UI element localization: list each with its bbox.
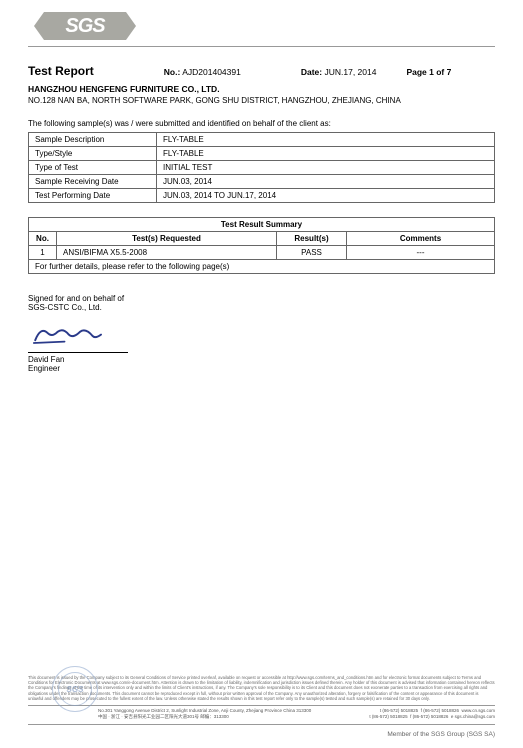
footer-fax: f (86-572) 5018826 (421, 708, 459, 713)
result-summary-table: Test Result Summary No. Test(s) Requeste… (28, 217, 495, 274)
col-no: No. (29, 232, 57, 246)
no-label: No.: (164, 67, 181, 77)
sgs-stamp-icon: SGS (52, 666, 98, 712)
sign-line1: Signed for and on behalf of (28, 294, 495, 303)
info-value: JUN.03, 2014 (157, 175, 495, 189)
signer-title: Engineer (28, 364, 495, 373)
table-row: Sample Receiving DateJUN.03, 2014 (29, 175, 495, 189)
footer-addr-en: No.301 Yanggong Avenue District 2, Sunli… (98, 708, 311, 713)
date-value: JUN.17, 2014 (324, 67, 376, 77)
summary-title: Test Result Summary (29, 218, 495, 232)
company-address: NO.128 NAN BA, NORTH SOFTWARE PARK, GONG… (28, 96, 495, 105)
footer-fax2: f (86-572) 5018826 (410, 714, 448, 719)
table-row: Sample DescriptionFLY-TABLE (29, 133, 495, 147)
result-footer: For further details, please refer to the… (29, 260, 495, 274)
logo-row: SGS (28, 12, 495, 40)
signer-name: David Fan (28, 355, 495, 364)
signature-block: Signed for and on behalf of SGS-CSTC Co.… (28, 294, 495, 373)
info-value: FLY-TABLE (157, 147, 495, 161)
table-row: 1 ANSI/BIFMA X5.5-2008 PASS --- (29, 246, 495, 260)
date-label: Date: (301, 67, 322, 77)
page-indicator: Page 1 of 7 (406, 67, 451, 77)
company-name: HANGZHOU HENGFENG FURNITURE CO., LTD. (28, 84, 495, 94)
footer-addr-cn: 中国 · 浙江 · 安吉县阳光工业园二区阳光大道301号 邮编：313300 (98, 714, 229, 720)
sgs-logo: SGS (44, 12, 126, 40)
table-row: Type of TestINITIAL TEST (29, 161, 495, 175)
signature-underline (28, 352, 128, 353)
table-row: Type/StyleFLY-TABLE (29, 147, 495, 161)
signature-icon (28, 322, 118, 350)
cell-test: ANSI/BIFMA X5.5-2008 (57, 246, 277, 260)
info-label: Type of Test (29, 161, 157, 175)
sign-line2: SGS-CSTC Co., Ltd. (28, 303, 495, 312)
footer-web: www.cn.sgs.com (461, 708, 495, 713)
col-test: Test(s) Requested (57, 232, 277, 246)
footer-tel: t (86-572) 5018825 (380, 708, 418, 713)
sample-info-table: Sample DescriptionFLY-TABLE Type/StyleFL… (28, 132, 495, 203)
sgs-logo-text: SGS (65, 15, 104, 38)
info-label: Sample Description (29, 133, 157, 147)
footer-address-row-cn: 中国 · 浙江 · 安吉县阳光工业园二区阳光大道301号 邮编：313300 t… (28, 714, 495, 720)
report-header: Test Report No.: AJD201404391 Date: JUN.… (28, 64, 495, 78)
cell-result: PASS (277, 246, 347, 260)
cell-no: 1 (29, 246, 57, 260)
page-footer: This document is issued by the Company s… (28, 675, 495, 738)
table-row: Test Performing DateJUN.03, 2014 TO JUN.… (29, 189, 495, 203)
disclaimer-text: This document is issued by the Company s… (28, 675, 495, 701)
footer-address-row: No.301 Yanggong Avenue District 2, Sunli… (28, 708, 495, 713)
info-label: Test Performing Date (29, 189, 157, 203)
no-value: AJD201404391 (182, 67, 241, 77)
cell-comments: --- (347, 246, 495, 260)
col-comments: Comments (347, 232, 495, 246)
info-label: Sample Receiving Date (29, 175, 157, 189)
report-title: Test Report (28, 64, 94, 78)
info-value: JUN.03, 2014 TO JUN.17, 2014 (157, 189, 495, 203)
info-value: INITIAL TEST (157, 161, 495, 175)
footer-tel2: t (86-572) 5018825 (369, 714, 407, 719)
header-underline (28, 46, 495, 56)
footer-member: Member of the SGS Group (SGS SA) (28, 731, 495, 738)
info-value: FLY-TABLE (157, 133, 495, 147)
footer-email: e sgs.china@sgs.com (451, 714, 495, 719)
info-label: Type/Style (29, 147, 157, 161)
intro-text: The following sample(s) was / were submi… (28, 119, 495, 128)
col-result: Result(s) (277, 232, 347, 246)
